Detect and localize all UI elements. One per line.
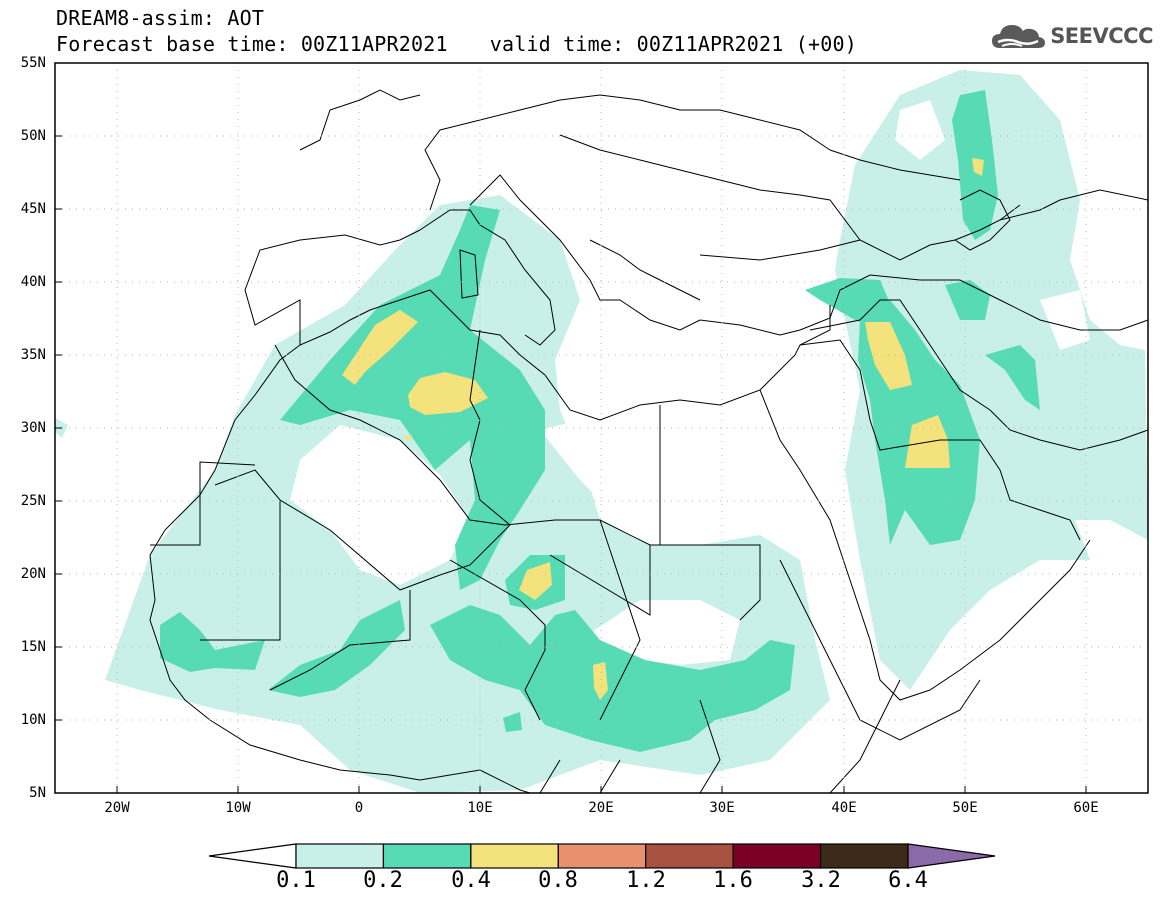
colorbar-swatch [819,843,909,869]
colorbar-label: 0.2 [363,868,403,893]
colorbar-swatch [557,843,647,869]
lon-label: 30E [709,800,735,816]
colorbar-over-arrow [907,843,996,869]
cloud-icon [992,25,1046,48]
aot-band-0.4 [342,158,984,700]
colorbar-label: 0.1 [276,868,316,893]
logo-text: SEEVCCC [1050,24,1153,48]
lon-label: 10E [467,800,493,816]
valid-time: valid time: 00Z11APR2021 (+00) [489,32,857,56]
colorbar-swatch [470,843,559,869]
lat-label: 55N [20,55,46,71]
coastlines-borders [149,89,1148,793]
lat-label: 40N [20,274,46,290]
aot-fill [55,70,1148,793]
colorbar-label: 0.4 [451,868,491,893]
lon-label: 50E [952,800,978,816]
colorbar-under-arrow [208,843,297,869]
lon-label: 40E [831,800,857,816]
colorbar-swatch [382,843,472,869]
lon-label: 60E [1073,800,1099,816]
lon-label: 0 [354,800,364,816]
colorbar-label: 0.8 [538,868,578,893]
gridlines [55,63,1148,793]
lat-label: 25N [20,493,46,509]
seevccc-logo: SEEVCCC [990,20,1153,52]
lat-label: 5N [29,785,46,801]
lat-label: 45N [20,201,46,217]
lat-label: 15N [20,639,46,655]
colorbar-label: 1.6 [713,868,753,893]
lat-label: 50N [20,128,46,144]
axis-ticks [55,62,1087,793]
colorbar-label: 1.2 [626,868,666,893]
forecast-base-time: Forecast base time: 00Z11APR2021 [56,32,448,56]
lon-label: 10W [225,800,251,816]
colorbar-swatch [295,843,385,869]
lat-label: 10N [20,712,46,728]
lat-label: 35N [20,347,46,363]
lat-label: 20N [20,566,46,582]
colorbar-swatch [732,843,822,869]
map-title: DREAM8-assim: AOT [56,6,265,30]
colorbar-label: 3.2 [801,868,841,893]
lon-label: 20W [104,800,130,816]
colorbar-swatch [645,843,734,869]
lat-label: 30N [20,420,46,436]
time-info: Forecast base time: 00Z11APR2021 valid ti… [56,32,857,56]
colorbar [208,843,996,869]
lon-label: 20E [588,800,614,816]
colorbar-label: 6.4 [888,868,928,893]
